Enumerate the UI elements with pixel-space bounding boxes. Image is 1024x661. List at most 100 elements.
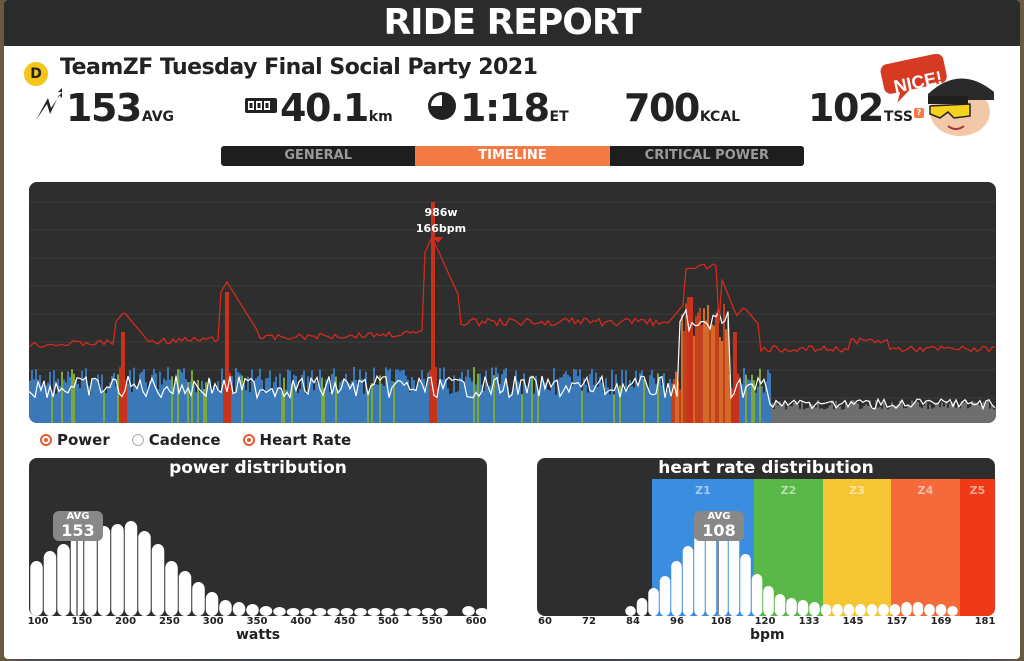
power-bar [511, 391, 513, 423]
power-bar [505, 367, 507, 423]
distribution-bar [340, 608, 354, 616]
power-bar [237, 372, 239, 423]
power-bar [345, 373, 347, 423]
hr-zone-label: Z1 [695, 484, 711, 497]
power-bar [369, 390, 371, 423]
timeline-legend: Power Cadence Heart Rate [40, 431, 351, 449]
legend-power[interactable]: Power [40, 431, 110, 449]
distribution-bar [354, 608, 367, 616]
power-bar [145, 382, 147, 423]
power-bar [545, 382, 547, 423]
power-bar [585, 384, 587, 423]
power-bar [319, 369, 321, 423]
power-bar [287, 369, 289, 423]
power-bar [241, 375, 243, 423]
distribution-bar [57, 544, 70, 616]
power-bar [953, 401, 955, 423]
distribution-bar [820, 604, 832, 616]
tab-timeline[interactable]: TIMELINE [415, 146, 610, 166]
power-bar [609, 394, 611, 423]
power-bar [707, 305, 709, 423]
power-bar [373, 367, 375, 423]
tab-critical-power[interactable]: CRITICAL POWER [644, 148, 769, 163]
power-distribution-svg [30, 521, 487, 616]
power-bar [751, 374, 753, 423]
power-bar [643, 379, 645, 423]
power-bar [401, 370, 403, 423]
power-bar [579, 369, 581, 423]
power-bar [827, 407, 829, 423]
power-bar [279, 373, 281, 423]
power-bar [759, 368, 761, 423]
power-bar [69, 376, 71, 423]
power-bar [153, 368, 155, 423]
power-bar [377, 384, 379, 423]
power-bar [133, 367, 135, 423]
power-bar [685, 303, 687, 423]
power-bar [339, 382, 341, 423]
power-bar [571, 386, 573, 423]
power-bar [61, 371, 63, 423]
power-bar [837, 405, 839, 423]
power-bar [675, 371, 677, 423]
power-bar [445, 379, 447, 423]
power-bar [649, 375, 651, 423]
power-bar [197, 379, 199, 423]
lightning-icon [34, 86, 64, 128]
power-bar [383, 386, 385, 423]
power-bar [263, 392, 265, 423]
legend-cadence[interactable]: Cadence [131, 431, 221, 449]
power-bar [817, 400, 819, 423]
power-bar [619, 385, 621, 423]
power-bar [865, 404, 867, 423]
distribution-bar [138, 531, 151, 616]
power-bar [85, 368, 87, 423]
power-bar [801, 400, 803, 423]
power-bar [351, 380, 353, 423]
power-bar [705, 320, 707, 423]
power-bar [63, 379, 65, 423]
power-bar [265, 378, 267, 423]
power-bar [487, 387, 489, 423]
power-bar [363, 393, 365, 423]
axis-tick-label: 300 [202, 616, 224, 627]
power-bar [521, 394, 523, 423]
power-bar [423, 378, 425, 423]
distribution-bar [648, 588, 659, 616]
power-bar [483, 390, 485, 423]
power-bar [97, 374, 99, 423]
power-toggle-icon [40, 434, 52, 446]
power-bar [405, 375, 407, 423]
power-bar [393, 381, 395, 423]
title-bar: RIDE REPORT [4, 0, 1020, 46]
power-bar [215, 388, 217, 423]
power-bar [723, 303, 725, 423]
power-bar [783, 401, 785, 423]
power-bar [829, 405, 831, 423]
distribution-bar [786, 598, 797, 616]
power-bar [87, 386, 89, 423]
power-bar [491, 367, 493, 423]
hr-avg-value: 108 [702, 521, 736, 540]
power-bar [765, 381, 767, 423]
power-bar [59, 385, 61, 423]
axis-tick-label: 550 [421, 616, 443, 627]
power-bar [655, 383, 657, 423]
power-bar [995, 407, 996, 423]
power-bar [713, 325, 715, 423]
power-bar [213, 385, 215, 423]
power-bar [873, 407, 875, 423]
tss-info-icon[interactable]: ? [914, 108, 924, 118]
power-bar [681, 314, 683, 423]
power-bar [721, 341, 723, 423]
power-bar [855, 402, 857, 423]
tab-general[interactable]: GENERAL [284, 148, 352, 163]
axis-tick-label: 72 [582, 616, 596, 627]
legend-heart-rate-label: Heart Rate [259, 431, 352, 449]
power-bar [143, 369, 145, 423]
power-bar [857, 403, 859, 423]
legend-heart-rate[interactable]: Heart Rate [242, 431, 352, 449]
distribution-bar [327, 608, 340, 616]
timeline-chart[interactable]: 986w 166bpm [29, 182, 996, 423]
power-bar [217, 381, 219, 423]
